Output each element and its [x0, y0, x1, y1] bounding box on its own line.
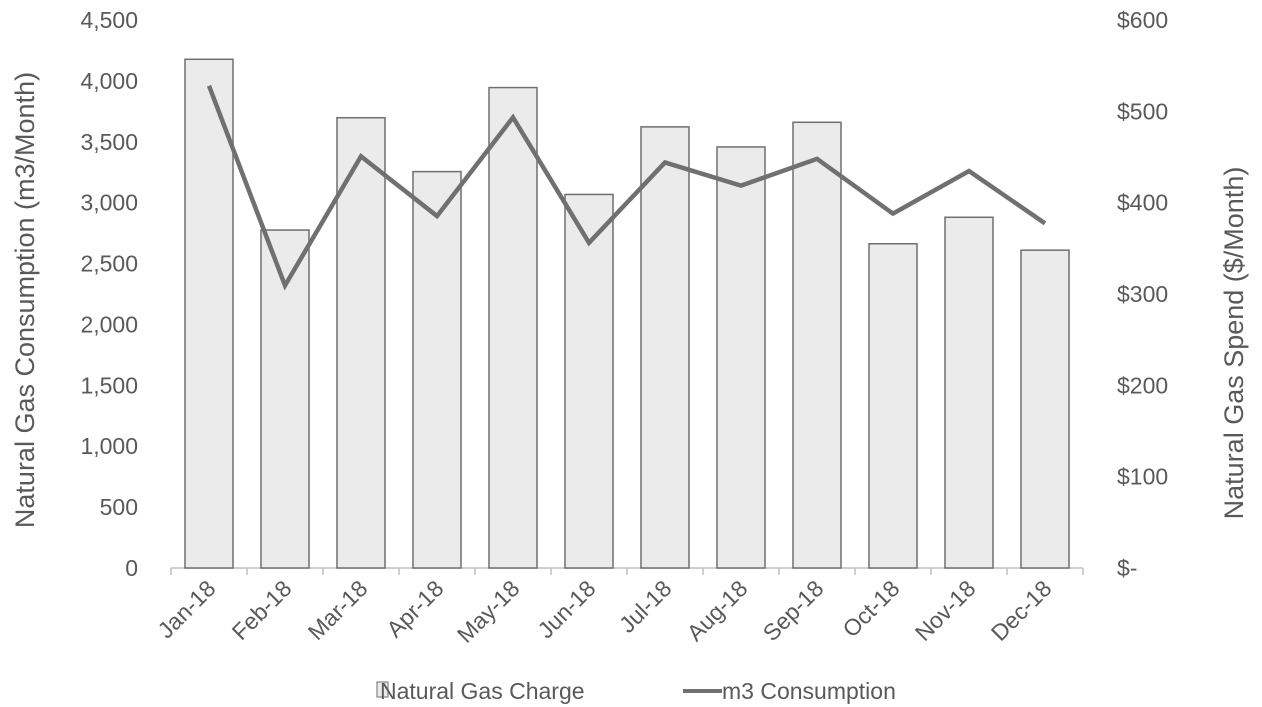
left-tick-label: 3,500 — [80, 129, 138, 155]
bar — [944, 216, 994, 569]
x-tick-label: May-18 — [452, 575, 525, 648]
legend: Natural Gas Charge m3 Consumption — [376, 678, 896, 704]
axes — [170, 567, 1084, 575]
bar — [792, 121, 842, 569]
x-tick-label: Dec-18 — [986, 575, 1057, 646]
bar — [412, 170, 462, 569]
left-tick-label: 1,000 — [80, 433, 138, 459]
left-tick-label: 3,000 — [80, 190, 138, 216]
x-tick-label: Oct-18 — [837, 575, 904, 642]
x-tick-label: Apr-18 — [381, 575, 448, 642]
bar — [336, 116, 386, 569]
left-axis-ticks: 0 500 1,000 1,500 2,000 2,500 3,000 3,500 4,000 4… — [80, 7, 138, 581]
left-tick-label: 4,500 — [80, 7, 138, 33]
legend-bar-swatch — [376, 681, 389, 698]
bar — [716, 146, 766, 569]
right-tick-label: $200 — [1117, 372, 1168, 398]
bar — [488, 86, 538, 569]
x-tick-label: Mar-18 — [303, 575, 373, 645]
right-tick-label: $- — [1117, 555, 1137, 581]
bar — [1020, 249, 1070, 569]
bar — [640, 126, 690, 569]
right-tick-label: $400 — [1117, 190, 1168, 216]
bar — [868, 243, 918, 569]
consumption-line — [206, 84, 1047, 291]
x-tick-label: Jan-18 — [152, 575, 220, 643]
left-tick-label: 4,000 — [80, 68, 138, 94]
right-tick-label: $600 — [1117, 7, 1168, 33]
bar — [564, 193, 614, 569]
x-axis-ticks: Jan-18 Feb-18 Mar-18 Apr-18 May-18 Jun-18 Jul-… — [152, 575, 1056, 648]
left-tick-label: 2,000 — [80, 311, 138, 337]
x-tick-label: Jun-18 — [532, 575, 600, 643]
left-tick-label: 500 — [100, 494, 138, 520]
right-axis-ticks: $- $100 $200 $300 $400 $500 $600 — [1117, 7, 1168, 581]
line-series — [206, 84, 1047, 291]
bar-series — [184, 58, 1070, 569]
x-tick-label: Aug-18 — [682, 575, 753, 646]
x-tick-label: Sep-18 — [758, 575, 829, 646]
left-tick-label: 0 — [125, 555, 138, 581]
x-tick-label: Nov-18 — [910, 575, 981, 646]
right-tick-label: $100 — [1117, 464, 1168, 490]
legend-line-label: m3 Consumption — [722, 678, 896, 704]
bar — [184, 58, 234, 569]
x-tick-label: Feb-18 — [227, 575, 297, 645]
right-axis-title: Natural Gas Spend ($/Month) — [1219, 167, 1249, 520]
left-tick-label: 2,500 — [80, 251, 138, 277]
left-tick-label: 1,500 — [80, 372, 138, 398]
x-tick-label: Jul-18 — [614, 575, 677, 638]
legend-bar-label: Natural Gas Charge — [380, 678, 585, 704]
right-tick-label: $300 — [1117, 281, 1168, 307]
left-axis-title: Natural Gas Consumption (m3/Month) — [10, 72, 40, 528]
right-tick-label: $500 — [1117, 98, 1168, 124]
